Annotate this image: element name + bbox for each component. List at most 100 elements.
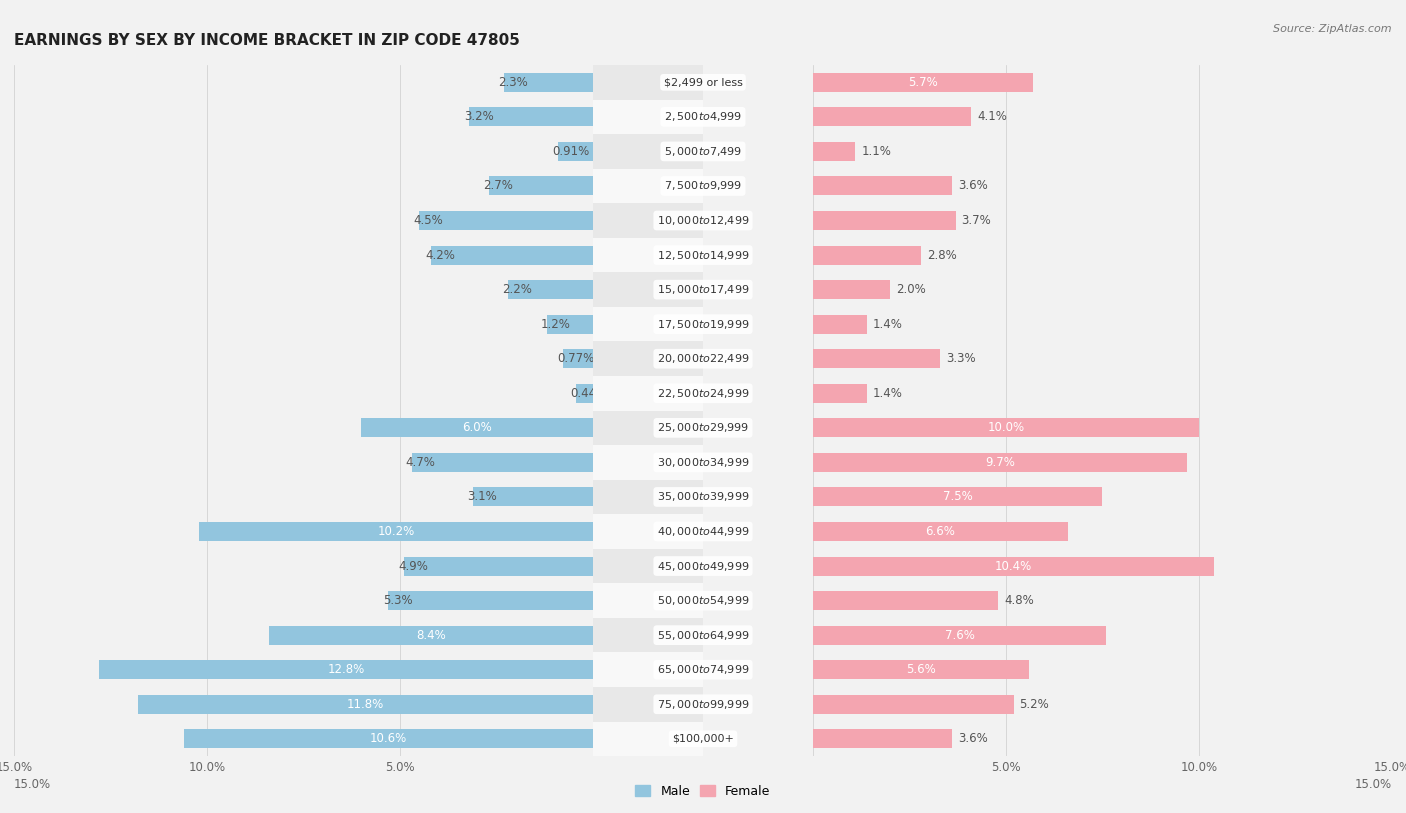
- Text: $35,000 to $39,999: $35,000 to $39,999: [657, 490, 749, 503]
- Text: $30,000 to $34,999: $30,000 to $34,999: [657, 456, 749, 469]
- Bar: [576, 384, 593, 402]
- Bar: [0, 722, 813, 756]
- Text: 0.91%: 0.91%: [553, 145, 589, 158]
- Bar: [184, 729, 593, 748]
- Text: 5.3%: 5.3%: [382, 594, 412, 607]
- Bar: [470, 107, 593, 126]
- Text: $20,000 to $22,499: $20,000 to $22,499: [657, 352, 749, 365]
- Bar: [813, 73, 1033, 92]
- Bar: [813, 453, 1188, 472]
- Text: $45,000 to $49,999: $45,000 to $49,999: [657, 559, 749, 572]
- Bar: [813, 142, 855, 161]
- Bar: [813, 176, 952, 195]
- Text: Source: ZipAtlas.com: Source: ZipAtlas.com: [1274, 24, 1392, 34]
- Bar: [0, 687, 703, 722]
- Bar: [0, 445, 813, 480]
- Bar: [813, 591, 998, 610]
- Text: 6.6%: 6.6%: [925, 525, 955, 538]
- Bar: [0, 134, 703, 168]
- Bar: [813, 522, 1067, 541]
- Text: 10.6%: 10.6%: [370, 733, 408, 746]
- Bar: [0, 237, 703, 272]
- Text: $5,000 to $7,499: $5,000 to $7,499: [664, 145, 742, 158]
- Text: 15.0%: 15.0%: [14, 778, 51, 791]
- Bar: [489, 176, 593, 195]
- Bar: [0, 99, 813, 134]
- Bar: [388, 591, 593, 610]
- Bar: [0, 652, 703, 687]
- Bar: [813, 488, 1102, 506]
- Bar: [593, 514, 1406, 549]
- Text: 5.2%: 5.2%: [1019, 698, 1049, 711]
- Bar: [0, 341, 813, 376]
- Bar: [0, 237, 813, 272]
- Text: 4.2%: 4.2%: [425, 249, 456, 262]
- Bar: [0, 722, 703, 756]
- Text: 1.1%: 1.1%: [862, 145, 891, 158]
- Text: 9.7%: 9.7%: [986, 456, 1015, 469]
- Bar: [593, 203, 1406, 237]
- Bar: [558, 142, 593, 161]
- Text: 0.77%: 0.77%: [558, 352, 595, 365]
- Bar: [0, 134, 813, 168]
- Bar: [593, 445, 1406, 480]
- Bar: [0, 376, 703, 411]
- Text: $7,500 to $9,999: $7,500 to $9,999: [664, 180, 742, 193]
- Text: 4.1%: 4.1%: [977, 111, 1007, 124]
- Text: 10.0%: 10.0%: [987, 421, 1025, 434]
- Bar: [593, 722, 1406, 756]
- Bar: [813, 107, 972, 126]
- Text: 5.6%: 5.6%: [907, 663, 936, 676]
- Text: 7.5%: 7.5%: [943, 490, 973, 503]
- Text: 4.5%: 4.5%: [413, 214, 443, 227]
- Bar: [0, 618, 703, 652]
- Text: 8.4%: 8.4%: [416, 628, 446, 641]
- Bar: [0, 168, 703, 203]
- Text: $55,000 to $64,999: $55,000 to $64,999: [657, 628, 749, 641]
- Bar: [813, 660, 1029, 679]
- Bar: [0, 411, 813, 445]
- Bar: [0, 376, 813, 411]
- Text: 0.44%: 0.44%: [571, 387, 607, 400]
- Bar: [0, 168, 813, 203]
- Bar: [0, 272, 703, 307]
- Text: 6.0%: 6.0%: [463, 421, 492, 434]
- Text: 10.2%: 10.2%: [378, 525, 415, 538]
- Bar: [0, 583, 813, 618]
- Bar: [593, 652, 1406, 687]
- Bar: [0, 480, 813, 514]
- Bar: [0, 99, 703, 134]
- Text: $40,000 to $44,999: $40,000 to $44,999: [657, 525, 749, 538]
- Text: $22,500 to $24,999: $22,500 to $24,999: [657, 387, 749, 400]
- Bar: [593, 618, 1406, 652]
- Text: $50,000 to $54,999: $50,000 to $54,999: [657, 594, 749, 607]
- Text: 2.7%: 2.7%: [484, 180, 513, 193]
- Bar: [813, 384, 868, 402]
- Bar: [0, 652, 813, 687]
- Text: 2.0%: 2.0%: [896, 283, 925, 296]
- Text: 3.3%: 3.3%: [946, 352, 976, 365]
- Text: 15.0%: 15.0%: [1355, 778, 1392, 791]
- Bar: [593, 687, 1406, 722]
- Bar: [0, 272, 813, 307]
- Bar: [404, 557, 593, 576]
- Bar: [813, 315, 868, 333]
- Bar: [0, 514, 703, 549]
- Bar: [0, 687, 813, 722]
- Text: 10.4%: 10.4%: [995, 559, 1032, 572]
- Text: 4.8%: 4.8%: [1004, 594, 1033, 607]
- Text: 5.7%: 5.7%: [908, 76, 938, 89]
- Bar: [593, 99, 1406, 134]
- Bar: [593, 376, 1406, 411]
- Text: 11.8%: 11.8%: [347, 698, 384, 711]
- Bar: [200, 522, 593, 541]
- Bar: [0, 514, 813, 549]
- Legend: Male, Female: Male, Female: [630, 780, 776, 802]
- Text: $10,000 to $12,499: $10,000 to $12,499: [657, 214, 749, 227]
- Text: 4.9%: 4.9%: [398, 559, 427, 572]
- Bar: [813, 626, 1107, 645]
- Bar: [0, 411, 703, 445]
- Text: 7.6%: 7.6%: [945, 628, 974, 641]
- Bar: [0, 203, 813, 237]
- Text: 4.7%: 4.7%: [406, 456, 436, 469]
